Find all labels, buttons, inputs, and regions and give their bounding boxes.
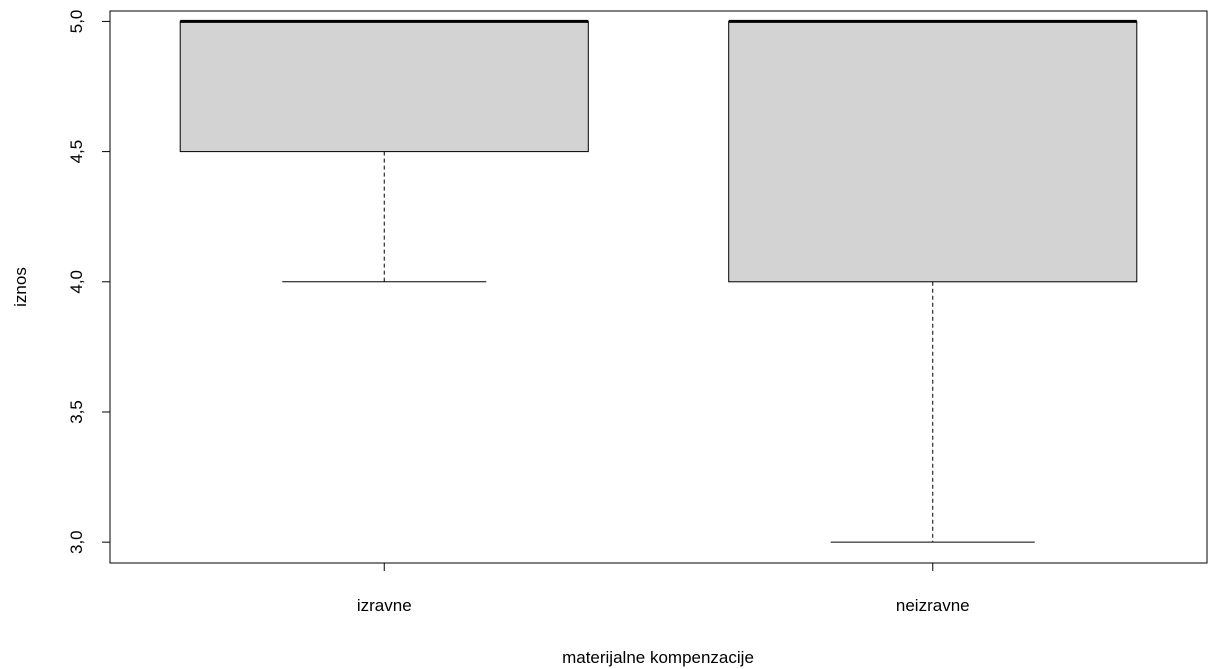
iqr-box	[179, 20, 589, 153]
y-tick-label: 3,0	[67, 530, 86, 554]
y-tick-label: 4,5	[67, 140, 86, 164]
x-axis: izravne neizravne	[357, 563, 970, 615]
y-tick-label: 4,0	[67, 270, 86, 294]
x-tick-label: izravne	[357, 596, 412, 615]
box-neizravne	[728, 19, 1138, 543]
y-axis-label: iznos	[11, 267, 30, 307]
x-tick-label: neizravne	[896, 596, 970, 615]
iqr-box	[728, 20, 1138, 283]
y-axis: 3,0 3,5 4,0 4,5 5,0	[67, 10, 111, 554]
box-group	[179, 19, 1138, 543]
y-tick-label: 3,5	[67, 400, 86, 424]
x-axis-label: materijalne kompenzacije	[562, 648, 754, 667]
box-izravne	[179, 19, 589, 283]
y-tick-label: 5,0	[67, 10, 86, 34]
